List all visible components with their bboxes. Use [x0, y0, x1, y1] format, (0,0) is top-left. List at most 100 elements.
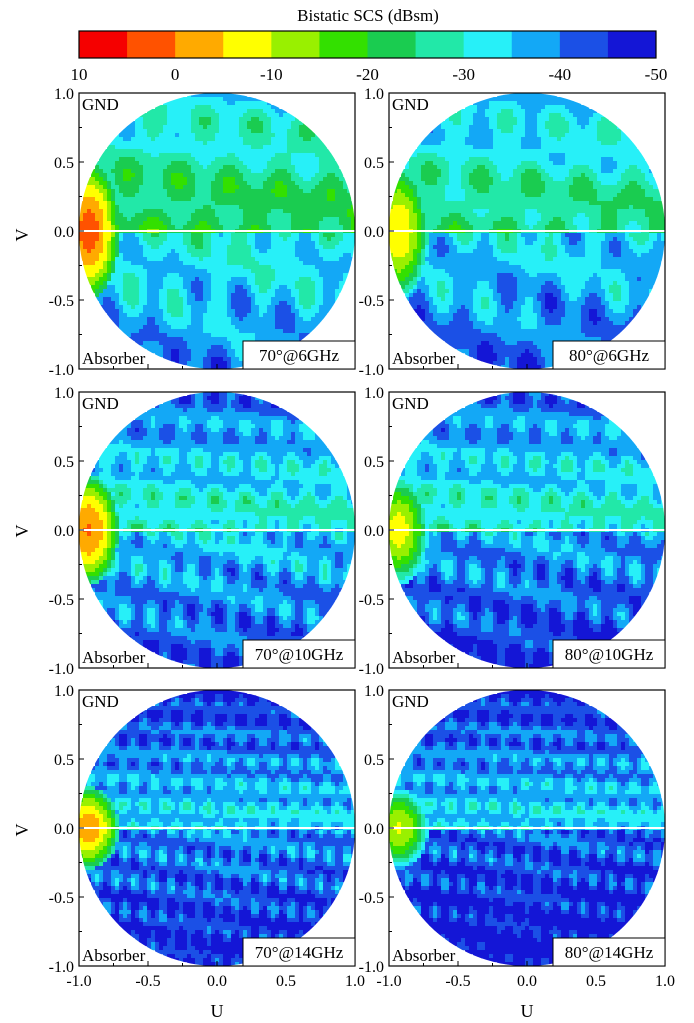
y-tick-label: 1.0	[364, 385, 384, 402]
y-tick-label: -1.0	[359, 362, 384, 379]
case-label: 80°@14GHz	[565, 943, 654, 962]
x-tick-label: -1.0	[376, 973, 401, 990]
absorber-label: Absorber	[82, 946, 146, 965]
gnd-label: GND	[392, 95, 429, 114]
case-label: 80°@6GHz	[569, 346, 650, 365]
colorbar-swatch	[319, 31, 368, 58]
y-tick-label: 0.5	[364, 155, 384, 172]
colorbar: Bistatic SCS (dBsm) 10 0 -10 -20 -30 -40 -50	[71, 6, 668, 84]
y-tick-label: 0.5	[364, 454, 384, 471]
y-tick-label: 0.5	[364, 752, 384, 769]
colorbar-swatches	[79, 31, 657, 58]
y-tick-label: 1.0	[54, 385, 74, 402]
x-tick-label: -1.0	[66, 973, 91, 990]
scs-contour-field	[389, 392, 665, 668]
y-tick-label: -0.5	[49, 890, 74, 907]
y-tick-label: -1.0	[49, 661, 74, 678]
axis-titles: V V V U U	[12, 229, 534, 1022]
colorbar-swatch	[463, 31, 513, 58]
y-tick-label: -0.5	[49, 592, 74, 609]
y-axis-title-row-1: V	[12, 229, 32, 242]
colorbar-tick-label: -50	[645, 65, 668, 84]
panel-8014ghz: 1.0 0.5 0.0 -0.5 -1.0-1.0 -0.5 0.0 0.5 1.0 GND Abs…	[359, 683, 675, 990]
y-tick-label: 1.0	[54, 683, 74, 700]
colorbar-swatch	[79, 31, 128, 58]
y-tick-label: -1.0	[359, 959, 384, 976]
colorbar-swatch	[559, 31, 609, 58]
colorbar-ticks: 10 0 -10 -20 -30 -40 -50	[71, 65, 668, 84]
y-tick-label: -0.5	[359, 592, 384, 609]
colorbar-tick-label: -40	[548, 65, 571, 84]
absorber-label: Absorber	[392, 349, 456, 368]
x-tick-label: -0.5	[445, 973, 470, 990]
gnd-label: GND	[392, 692, 429, 711]
x-tick-label: 1.0	[655, 973, 675, 990]
case-label-box	[552, 937, 666, 967]
scs-contour-field	[79, 93, 355, 369]
y-tick-label: -1.0	[359, 661, 384, 678]
case-label: 70°@6GHz	[259, 346, 340, 365]
y-tick-label: 0.0	[54, 224, 74, 241]
y-tick-label: -1.0	[49, 959, 74, 976]
colorbar-tick-label: -10	[260, 65, 283, 84]
x-tick-label: 0.0	[517, 973, 537, 990]
absorber-label: Absorber	[392, 648, 456, 667]
panel-7010ghz: 1.0 0.5 0.0 -0.5 -1.0 GND Absorber 70°@10GHz	[49, 385, 356, 678]
x-tick-label: 1.0	[345, 973, 365, 990]
scs-contour-field	[389, 690, 665, 966]
x-axis-title-col-1: U	[211, 1001, 224, 1021]
colorbar-swatch	[607, 31, 657, 58]
gnd-label: GND	[82, 95, 119, 114]
colorbar-swatch	[511, 31, 561, 58]
case-label-box	[242, 937, 356, 967]
y-tick-label: 0.0	[364, 821, 384, 838]
colorbar-tick-label: 0	[171, 65, 180, 84]
y-tick-label: 0.0	[54, 821, 74, 838]
colorbar-tick-label: -20	[356, 65, 379, 84]
gnd-label: GND	[82, 394, 119, 413]
x-tick-label: 0.0	[207, 973, 227, 990]
absorber-label: Absorber	[82, 648, 146, 667]
x-tick-label: 0.5	[276, 973, 296, 990]
colorbar-swatch	[271, 31, 320, 58]
colorbar-swatch	[415, 31, 465, 58]
colorbar-swatch	[223, 31, 272, 58]
scs-contour-field	[79, 690, 355, 966]
y-tick-label: 0.5	[54, 752, 74, 769]
panel-806ghz: 1.0 0.5 0.0 -0.5 -1.0 GND Absorber 80°@6GHz	[359, 86, 666, 379]
panel-7014ghz: 1.0 0.5 0.0 -0.5 -1.0-1.0 -0.5 0.0 0.5 1.0 GND Abs…	[49, 683, 365, 990]
y-tick-label: 0.0	[364, 523, 384, 540]
y-tick-label: -1.0	[49, 362, 74, 379]
case-label-box	[242, 639, 356, 669]
x-tick-label: 0.5	[586, 973, 606, 990]
x-tick-label: -0.5	[135, 973, 160, 990]
colorbar-title: Bistatic SCS (dBsm)	[297, 6, 439, 25]
y-tick-label: -0.5	[49, 293, 74, 310]
y-tick-label: 1.0	[54, 86, 74, 103]
absorber-label: Absorber	[82, 349, 146, 368]
y-tick-label: -0.5	[359, 293, 384, 310]
case-label-box	[242, 340, 356, 370]
gnd-label: GND	[82, 692, 119, 711]
y-tick-label: 1.0	[364, 683, 384, 700]
y-tick-label: 0.5	[54, 454, 74, 471]
y-tick-label: 0.5	[54, 155, 74, 172]
y-axis-title-row-3: V	[12, 824, 32, 837]
colorbar-tick-label: 10	[71, 65, 88, 84]
y-tick-label: 0.0	[54, 523, 74, 540]
case-label-box	[552, 639, 666, 669]
colorbar-swatch	[367, 31, 417, 58]
case-label-box	[552, 340, 666, 370]
panel-8010ghz: 1.0 0.5 0.0 -0.5 -1.0 GND Absorber 80°@10GHz	[359, 385, 666, 678]
colorbar-swatch	[127, 31, 176, 58]
case-label: 70°@14GHz	[255, 943, 344, 962]
case-label: 70°@10GHz	[255, 645, 344, 664]
y-tick-label: -0.5	[359, 890, 384, 907]
colorbar-frame	[78, 30, 657, 59]
gnd-label: GND	[392, 394, 429, 413]
y-tick-label: 0.0	[364, 224, 384, 241]
y-tick-label: 1.0	[364, 86, 384, 103]
absorber-label: Absorber	[392, 946, 456, 965]
y-axis-title-row-2: V	[12, 525, 32, 538]
